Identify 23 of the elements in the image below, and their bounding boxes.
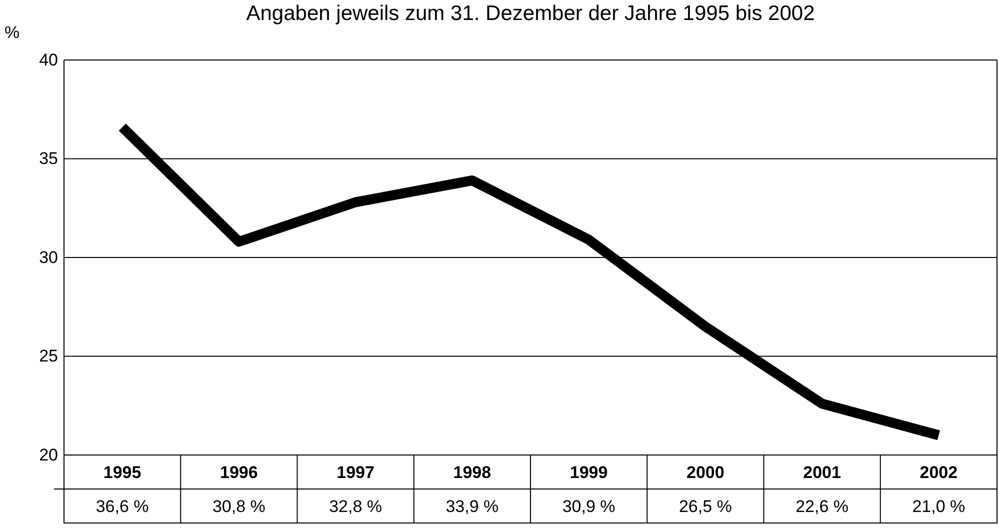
y-tick-label: 25 (39, 346, 58, 366)
x-tick-label: 2002 (920, 463, 958, 482)
chart-title: Angaben jeweils zum 31. Dezember der Jahre 1995 bis 2002 (246, 2, 815, 25)
text: 33,9 % (446, 497, 499, 516)
text: 30,8 % (212, 497, 266, 516)
text: 32,8 % (329, 497, 382, 516)
x-tick-label: 1998 (453, 463, 492, 482)
x-tick-label: 2001 (803, 463, 841, 482)
x-tick-label: 1995 (103, 463, 142, 482)
y-tick-label: 30 (39, 248, 58, 267)
x-tick-label: 1999 (570, 463, 608, 482)
x-tick-label: 2000 (686, 463, 724, 482)
y-tick-label: 40 (39, 50, 58, 70)
x-tick-label: 1997 (336, 463, 374, 482)
text: 30,9 % (562, 497, 616, 516)
text: 36,6 % (96, 497, 149, 516)
y-tick-label: 20 (39, 445, 58, 464)
text: 22,6 % (796, 497, 849, 516)
text: 26,5 % (678, 497, 732, 516)
y-axis-title: % (4, 23, 20, 42)
x-tick-label: 1996 (220, 463, 258, 482)
text: 21,0 % (912, 497, 966, 516)
y-tick-label: 35 (39, 149, 58, 168)
